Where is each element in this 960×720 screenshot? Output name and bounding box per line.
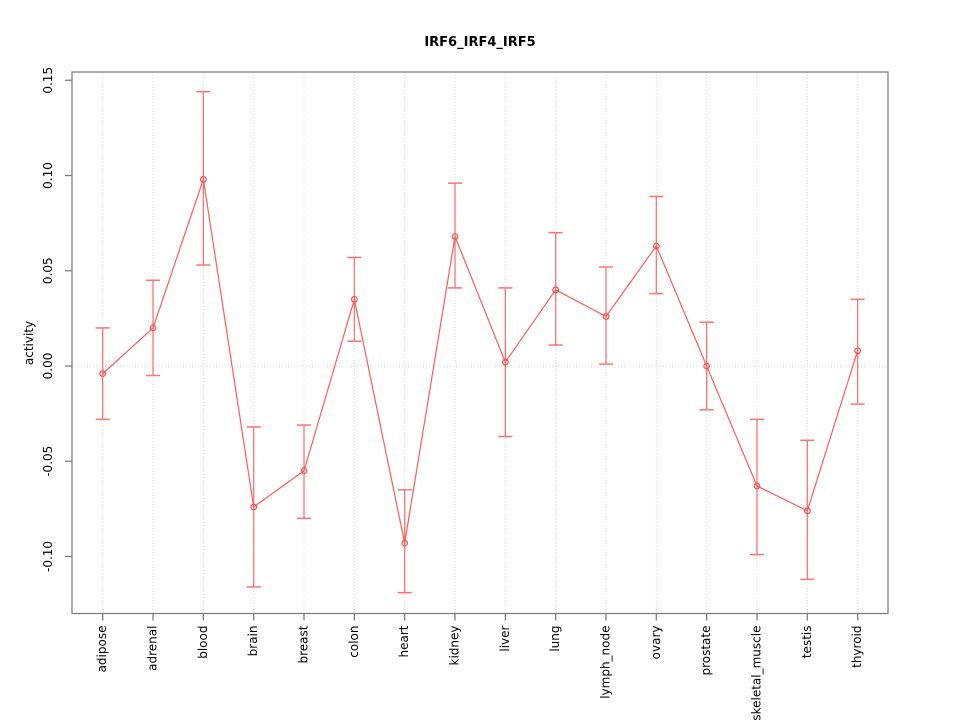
x-tick-label: thyroid [850,626,864,668]
x-tick-label: blood [196,626,210,659]
data-point [703,362,711,370]
data-point [803,507,811,515]
data-point [451,233,459,240]
plot-box [71,71,889,615]
data-point [250,503,258,511]
data-point [753,482,761,490]
x-tick-label: lymph_node [599,626,613,699]
plot-area: -0.10 -0.05 0.00 0.05 0.10 0.15 adipose adrenal… [41,67,889,720]
x-tick-label: liver [498,625,512,651]
data-point [602,313,610,320]
y-tick-label: -0.10 [41,541,55,572]
x-tick-label: adipose [95,626,109,673]
x-tick-label: ovary [649,626,663,660]
data-point [199,175,207,183]
data-point [350,295,358,303]
data-point [300,467,308,475]
data-point [149,324,157,332]
x-tick-label: adrenal [146,626,160,671]
x-tick-label: prostate [699,626,713,676]
data-point [652,242,660,250]
x-tick-label: kidney [448,626,462,666]
y-tick-label: 0.15 [41,67,55,94]
data-point [99,370,107,378]
y-tick-label: 0.00 [41,353,55,380]
y-tick-label: 0.05 [41,257,55,284]
x-tick-label: skeletal_muscle [749,626,763,720]
y-axis-label: activity [22,321,36,365]
y-tick-label: 0.10 [41,162,55,189]
series-line [102,179,859,544]
x-tick-label: heart [397,625,411,657]
x-tick-label: testis [800,626,814,659]
x-tick-label: breast [297,625,311,663]
data-point [854,347,862,355]
x-tick-label: lung [548,626,562,652]
data-point [401,539,409,547]
data-point [501,358,509,366]
data-point [552,286,560,294]
y-tick-label: -0.05 [41,446,55,477]
chart-title: IRF6_IRF4_IRF5 [424,35,535,50]
x-tick-label: brain [246,626,260,657]
x-tick-label: colon [347,626,361,658]
